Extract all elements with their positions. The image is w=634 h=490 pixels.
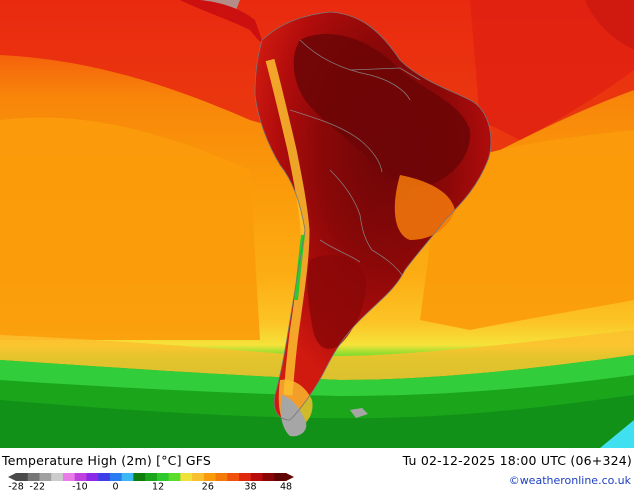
- north-atlantic-red: [470, 0, 634, 140]
- legend-swatch: [168, 473, 181, 481]
- brazil-highlands-orange: [394, 175, 455, 240]
- legend-tick-label: 26: [202, 482, 214, 490]
- legend-swatch: [133, 473, 146, 481]
- country-borders: [289, 39, 421, 276]
- legend-tick-label: 48: [280, 482, 292, 490]
- legend-swatch: [39, 473, 52, 481]
- south-cone-hot: [307, 255, 366, 349]
- legend-swatch: [51, 473, 64, 481]
- southern-ocean-light: [0, 355, 634, 396]
- legend-tick-label: -22: [30, 482, 46, 490]
- valid-time: Tu 02-12-2025 18:00 UTC (06+324): [402, 453, 632, 468]
- legend-tick-label: -10: [72, 482, 88, 490]
- map-footer: Temperature High (2m) [°C] GFS Tu 02-12-…: [0, 448, 634, 490]
- legend-swatch: [250, 473, 264, 481]
- legend-swatch: [203, 473, 217, 481]
- legend-swatch: [180, 473, 193, 481]
- legend-tick-label: 12: [152, 482, 164, 490]
- legend-tick-label: 38: [244, 482, 256, 490]
- temperature-map: [0, 0, 634, 448]
- pacific-orange: [0, 117, 260, 340]
- legend-swatch: [27, 473, 40, 481]
- legend-swatch: [239, 473, 252, 481]
- legend-swatch: [274, 473, 287, 481]
- central-america-land: [180, 0, 262, 42]
- legend-swatch: [145, 473, 158, 481]
- site-credit[interactable]: ©weatheronline.co.uk: [508, 474, 631, 487]
- legend-arrow-high: [286, 473, 294, 481]
- coastline: [254, 11, 492, 421]
- legend-swatch: [227, 473, 240, 481]
- legend-swatch: [192, 473, 205, 481]
- color-scale-legend: -28 -22 -10 0 12 26 38 48: [6, 472, 296, 490]
- legend-swatch: [86, 473, 99, 481]
- legend-arrow-low: [8, 473, 16, 481]
- falklands-gray: [350, 408, 368, 418]
- andes-green-strip: [294, 234, 305, 301]
- southern-ocean-dark: [0, 395, 634, 448]
- legend-swatch: [16, 473, 29, 481]
- legend-swatch: [74, 473, 87, 481]
- africa-edge: [585, 0, 634, 50]
- amazon-hot-core: [293, 34, 471, 186]
- map-title: Temperature High (2m) [°C] GFS: [2, 453, 212, 468]
- legend-swatch: [156, 473, 170, 481]
- legend-swatch: [262, 473, 275, 481]
- legend-swatch: [121, 473, 134, 481]
- legend-swatch: [62, 473, 76, 481]
- sea-ice-corner: [600, 420, 634, 448]
- legend-swatch: [98, 473, 111, 481]
- legend-swatch: [109, 473, 123, 481]
- legend-tick-label: 0: [112, 482, 118, 490]
- tierra-del-fuego-gray: [280, 395, 307, 437]
- legend-swatch: [215, 473, 228, 481]
- legend-tick-label: -28: [8, 482, 24, 490]
- southern-yellow-band: [0, 330, 634, 380]
